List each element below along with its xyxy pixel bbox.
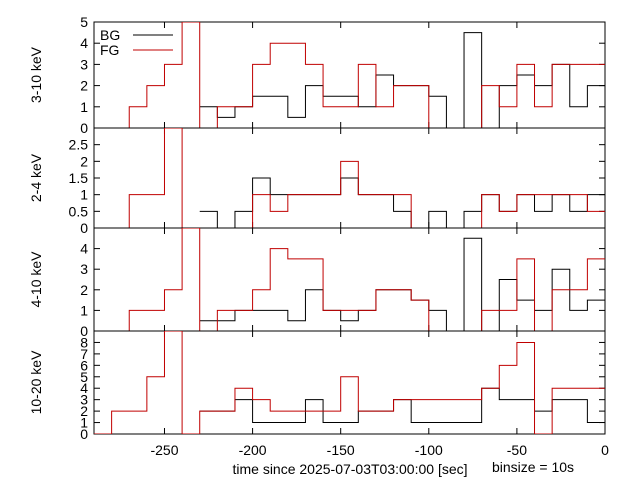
series-fg: [111, 128, 605, 228]
y-tick-label: 0: [80, 220, 88, 236]
x-tick-label: -250: [150, 442, 178, 458]
series-bg: [199, 32, 605, 128]
y-tick-label: 0: [80, 120, 88, 136]
y-axis-label: 2-4 keV: [28, 153, 44, 202]
y-axis-label: 3-10 keV: [28, 46, 44, 103]
x-tick-label: -200: [239, 442, 267, 458]
y-tick-label: 4: [80, 241, 88, 257]
y-tick-label: 3: [80, 392, 88, 408]
x-tick-label: 0: [601, 442, 609, 458]
y-tick-label: 5: [80, 369, 88, 385]
x-tick-label: -150: [327, 442, 355, 458]
panel-3: 0 1 2 3 4 4-10 keV: [28, 227, 606, 339]
y-tick-label: 6: [80, 357, 88, 373]
series-bg: [199, 177, 605, 228]
y-tick-label: 7: [80, 346, 88, 362]
y-tick-label: 1: [80, 302, 88, 318]
y-tick-label: 4: [80, 380, 88, 396]
series-fg: [111, 228, 605, 331]
y-axis-label: 10-20 keV: [28, 350, 44, 414]
series-bg: [199, 237, 605, 331]
series-fg: [94, 331, 605, 434]
binsize-note: binsize = 10s: [492, 459, 574, 475]
y-tick-label: 3: [80, 56, 88, 72]
y-axis-label: 4-10 keV: [28, 251, 44, 308]
y-tick-label: 2: [80, 403, 88, 419]
y-tick-label: 0: [80, 426, 88, 442]
panel-frame: [93, 227, 606, 332]
panel-2: 00.511.522.5 2-4 keV: [28, 127, 606, 236]
x-tick-label: -50: [507, 442, 527, 458]
y-tick-label: 1: [80, 99, 88, 115]
y-tick-label: 1: [80, 415, 88, 431]
y-tick-label: 2: [80, 282, 88, 298]
y-tick-label: 8: [80, 334, 88, 350]
y-tick-label: 1: [80, 187, 88, 203]
y-tick-label: 0.5: [69, 203, 89, 219]
y-tick-label: 2: [80, 78, 88, 94]
x-axis-label: time since 2025-07-03T03:00:00 [sec]: [232, 461, 467, 477]
y-tick-label: 0: [80, 323, 88, 339]
panel-frame: [93, 330, 606, 435]
y-tick-label: 2.5: [69, 137, 89, 153]
x-tick-label: -100: [415, 442, 443, 458]
y-tick-label: 2: [80, 153, 88, 169]
y-tick-label: 3: [80, 261, 88, 277]
legend-label-fg: FG: [100, 42, 119, 58]
series-bg: [199, 387, 605, 424]
y-tick-label: 1.5: [69, 170, 89, 186]
y-tick-label: 5: [80, 14, 88, 30]
y-tick-label: 4: [80, 35, 88, 51]
series-fg: [111, 22, 605, 128]
legend-label-bg: BG: [100, 27, 120, 43]
